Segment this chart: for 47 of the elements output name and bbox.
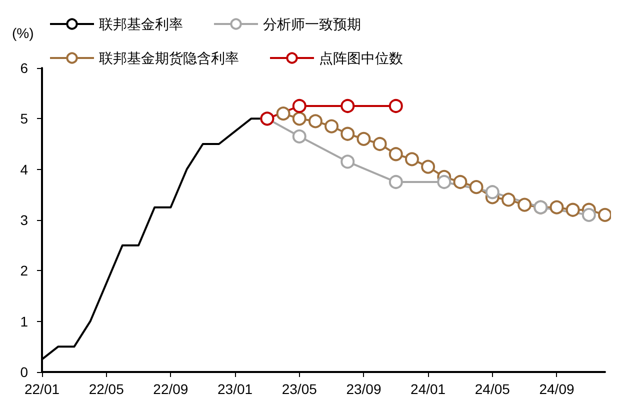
x-tick-label: 24/01 xyxy=(410,381,446,397)
x-tick-label: 24/05 xyxy=(474,381,510,397)
point xyxy=(598,208,611,222)
point xyxy=(276,106,290,121)
point xyxy=(469,180,484,194)
legend-label: 联邦基金期货隐含利率 xyxy=(99,50,239,66)
point xyxy=(388,99,403,113)
point xyxy=(550,200,564,214)
point xyxy=(485,185,500,200)
y-tick-label: 5 xyxy=(20,110,28,127)
y-tick-label: 2 xyxy=(20,262,28,279)
point xyxy=(340,126,355,141)
legend-label: 点阵图中位数 xyxy=(319,50,403,66)
point xyxy=(453,175,468,189)
point xyxy=(340,99,355,113)
point xyxy=(292,112,306,126)
y-tick-label: 3 xyxy=(20,212,28,228)
point xyxy=(518,198,532,212)
point xyxy=(582,208,596,222)
x-tick-label: 23/01 xyxy=(218,381,253,397)
x-tick-label: 22/09 xyxy=(153,381,188,397)
point xyxy=(566,202,580,217)
y-tick-label: 4 xyxy=(20,161,28,178)
point xyxy=(404,152,419,166)
point xyxy=(437,175,452,189)
point xyxy=(421,160,436,174)
y-tick-label: 1 xyxy=(20,313,28,330)
x-tick-label: 23/05 xyxy=(282,381,318,397)
x-tick-label: 22/01 xyxy=(24,381,60,397)
x-tick-label: 23/09 xyxy=(346,381,382,397)
y-tick-label: 6 xyxy=(20,60,28,76)
point xyxy=(292,99,306,113)
x-tick-label: 24/09 xyxy=(539,381,574,397)
point xyxy=(324,119,339,134)
x-tick-label: 22/05 xyxy=(88,381,124,397)
point xyxy=(308,114,322,128)
point xyxy=(372,137,387,151)
point xyxy=(340,154,355,169)
point xyxy=(388,175,403,189)
point xyxy=(292,129,306,144)
point xyxy=(388,147,403,162)
point xyxy=(356,132,371,146)
y-tick-label: 0 xyxy=(20,364,28,380)
legend-label: 联邦基金利率 xyxy=(99,16,183,32)
y-axis-title: (%) xyxy=(12,25,34,41)
point xyxy=(502,192,516,207)
legend-label: 分析师一致预期 xyxy=(263,16,361,32)
